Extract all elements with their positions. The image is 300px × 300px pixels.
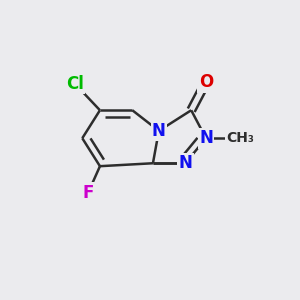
Text: N: N [152,122,166,140]
Text: N: N [178,154,192,172]
Text: O: O [199,73,213,91]
Text: Cl: Cl [66,75,84,93]
Text: F: F [82,184,94,202]
Text: CH₃: CH₃ [226,131,254,145]
Text: N: N [199,129,213,147]
